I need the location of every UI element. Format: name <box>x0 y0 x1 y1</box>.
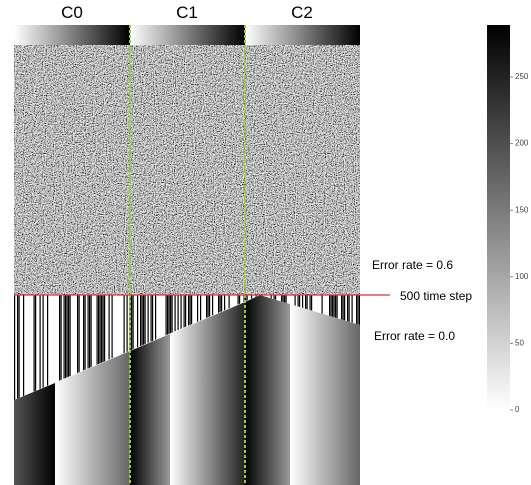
stripe <box>14 295 16 400</box>
colorbar-tick-label: 100 <box>515 272 529 281</box>
stripe <box>108 295 110 400</box>
stripe <box>89 295 91 400</box>
stripe <box>131 295 133 400</box>
stripe <box>77 295 79 400</box>
stripe <box>102 295 104 400</box>
stripe <box>60 295 62 400</box>
header-gradient <box>130 25 245 45</box>
colorbar-tick-label: 50 <box>515 339 524 348</box>
stripe <box>87 295 89 400</box>
annotation: Error rate = 0.6 <box>372 258 453 272</box>
gradient-segment <box>55 351 130 485</box>
gradient-segment <box>170 302 245 485</box>
stripe <box>68 295 70 400</box>
stripe <box>33 295 35 400</box>
colorbar-tick-label: 250 <box>515 72 529 81</box>
header-gradient <box>245 25 360 45</box>
stripe <box>47 295 49 400</box>
header-gradient <box>14 25 130 45</box>
colorbar-tick-label: 200 <box>515 139 529 148</box>
stripe <box>90 295 92 400</box>
stripe <box>98 295 100 400</box>
gradient-segment <box>290 304 360 485</box>
stripe <box>39 295 41 400</box>
stripe <box>23 295 25 400</box>
stripe <box>123 295 125 400</box>
stripe <box>17 295 19 400</box>
column-label: C0 <box>61 3 83 22</box>
stripe <box>69 295 71 400</box>
stripe <box>96 295 98 400</box>
column-label: C2 <box>291 3 313 22</box>
colorbar-tick-label: 0 <box>515 405 520 414</box>
stripe <box>66 295 68 400</box>
stripe <box>42 295 44 400</box>
stripe <box>18 295 20 400</box>
stripe <box>99 295 101 400</box>
stripe <box>35 295 37 400</box>
colorbar-ticks: 0 50 100 150 200 250 <box>510 72 529 414</box>
stripe <box>104 295 106 400</box>
colorbar <box>487 25 510 410</box>
annotation: 500 time step <box>400 289 472 303</box>
stripe <box>111 295 113 400</box>
colorbar-tick-label: 150 <box>515 205 529 214</box>
gradient-segment <box>130 334 170 485</box>
stripe <box>132 295 134 400</box>
stripe <box>83 295 85 400</box>
stripe <box>78 295 80 400</box>
noise-region <box>14 45 360 295</box>
stripe <box>63 295 65 400</box>
column-label: C1 <box>176 3 198 22</box>
stripe <box>101 295 103 400</box>
stripe <box>126 295 128 400</box>
stripe <box>84 295 86 400</box>
annotation: Error rate = 0.0 <box>374 329 455 343</box>
stripe <box>59 295 61 400</box>
gradient-segment <box>14 383 55 485</box>
stripe <box>65 295 67 400</box>
gradient-segment <box>245 295 290 485</box>
